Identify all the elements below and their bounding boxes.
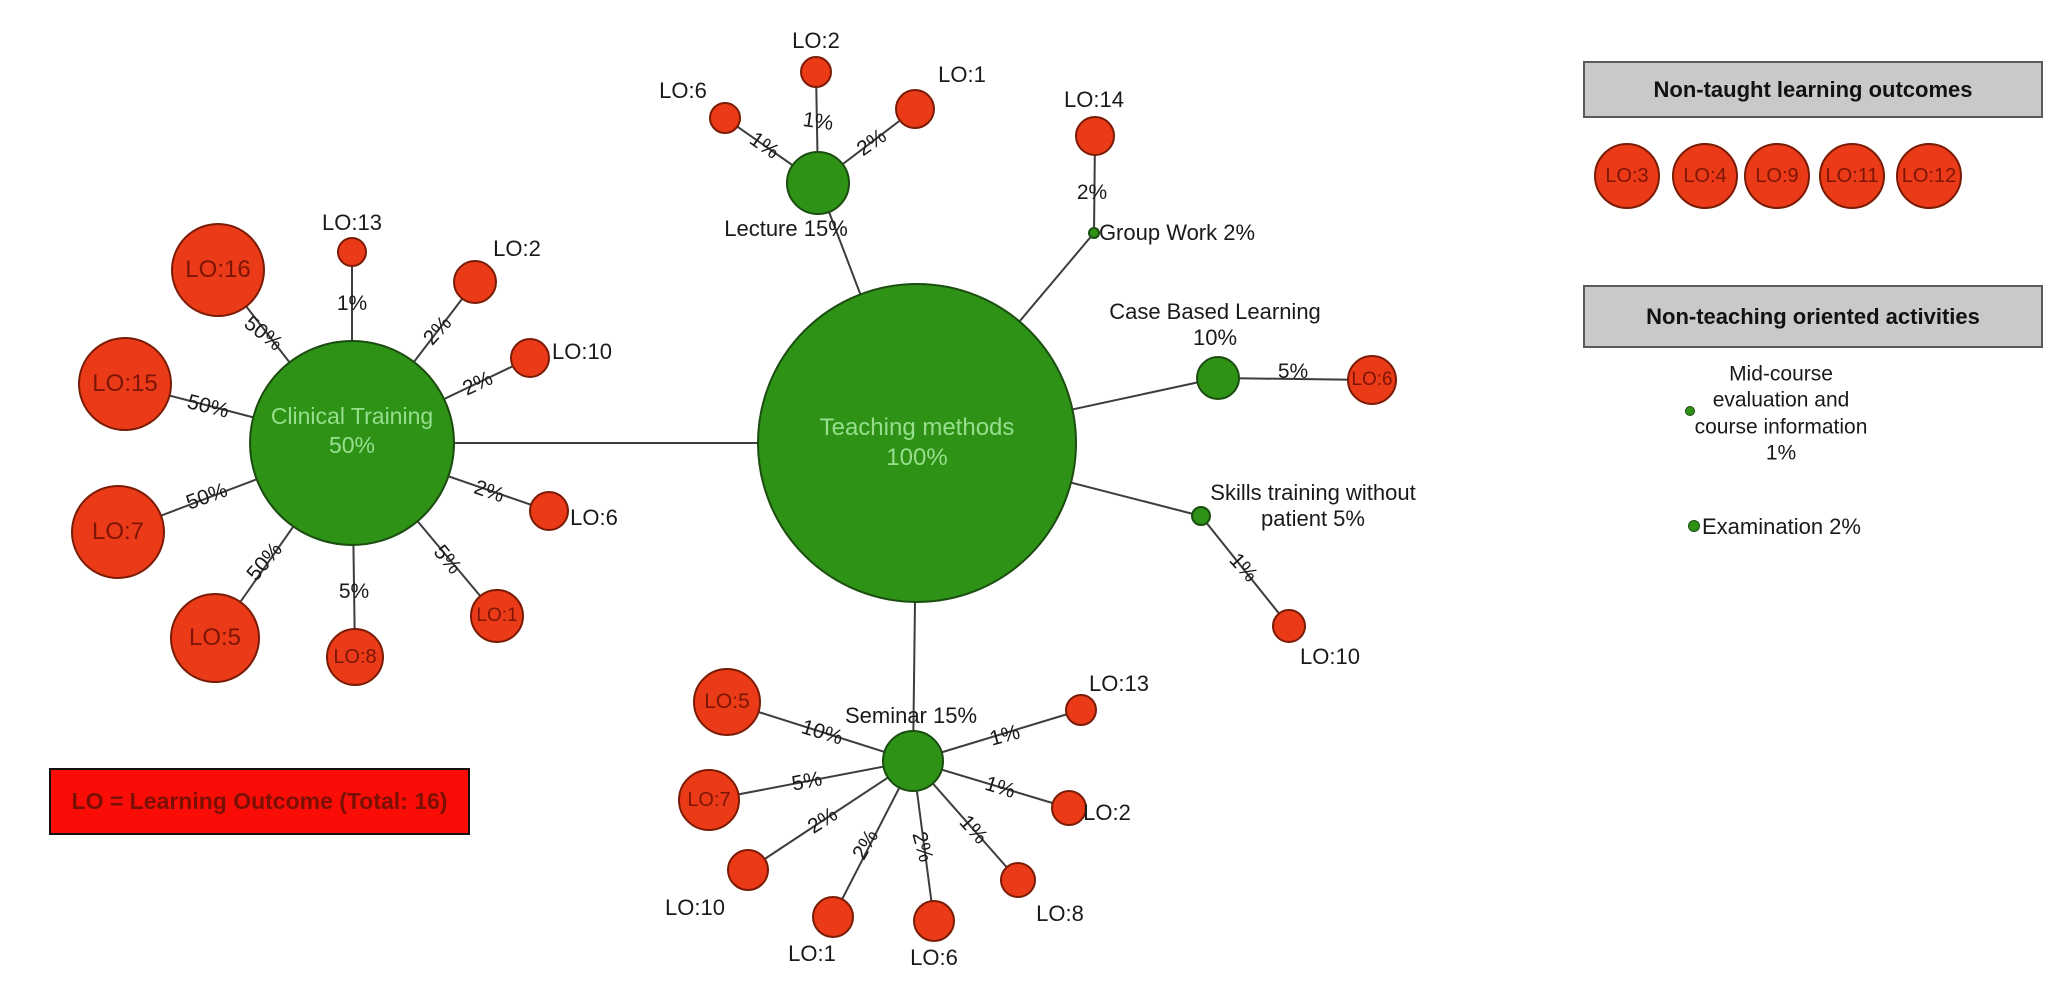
lo-10-clinical-label: LO:10 [552,339,612,365]
edge-clinical-lo15-label: 50% [184,390,232,423]
edge-clinical-lo16-label: 50% [239,311,287,356]
edge-skills-lo10-label: 1% [1224,548,1263,587]
edge-case-lo6-label: 5% [1277,360,1309,383]
hub-teaching-methods: Teaching methods 100% [757,283,1077,603]
hub-lecture [786,151,850,215]
lo-6-clinical [529,491,569,531]
hub-group-work-label: Group Work 2% [1098,220,1256,246]
edge-seminar-lo7-label: 5% [789,767,824,796]
edge-clinical-lo10-label: 2% [459,366,497,401]
edge-clinical-lo13-label: 1% [336,292,368,315]
lo-5-clinical: LO:5 [170,593,260,683]
lo-1-lecture [895,89,935,129]
lo-10-seminar [727,849,769,891]
legend-lo-12: LO:12 [1896,143,1962,209]
edge-seminar-lo7 [708,760,914,801]
hub-seminar [882,730,944,792]
edge-lecture-lo6-label: 1% [745,127,784,164]
hub-case-based-learning-label: Case Based Learning 10% [1109,299,1321,350]
hub-case-based-learning [1196,356,1240,400]
lo-7-clinical: LO:7 [71,485,165,579]
lo-16-clinical: LO:16 [171,223,265,317]
lo-14-group-work-label: LO:14 [1064,87,1124,113]
lo-6-clinical-label: LO:6 [570,505,618,531]
hub-clinical-training: Clinical Training 50% [249,340,455,546]
lo-6-seminar [913,900,955,942]
edge-seminar-lo10-label: 2% [803,802,842,839]
edge-skills-lo10 [1200,515,1290,627]
legend-title-non-teaching: Non-teaching oriented activities [1583,285,2043,348]
lo-8-clinical: LO:8 [326,628,384,686]
lo-10-skills-label: LO:10 [1300,644,1360,670]
edge-seminar-lo6-label: 2% [907,829,938,865]
lo-2-lecture [800,56,832,88]
lo-5-seminar: LO:5 [693,668,761,736]
lo-13-clinical [337,237,367,267]
lo-13-seminar [1065,694,1097,726]
edge-clinical-lo2-label: 2% [418,311,457,350]
examination-label: Examination 2% [1702,514,1861,539]
legend-lo-4: LO:4 [1672,143,1738,209]
lo-1-seminar-label: LO:1 [788,941,836,967]
hub-skills-training [1191,506,1211,526]
legend-lo-3: LO:3 [1594,143,1660,209]
lo-8-seminar [1000,862,1036,898]
hub-lecture-label: Lecture 15% [724,216,848,242]
lo-2-clinical-label: LO:2 [493,236,541,262]
lo-15-clinical: LO:15 [78,337,172,431]
edge-clinical-lo5-label: 50% [242,538,287,586]
lo-6-case-based: LO:6 [1347,355,1397,405]
edge-seminar-lo8-label: 1% [954,810,993,849]
dot-examination [1688,520,1700,532]
lo-13-clinical-label: LO:13 [322,210,382,236]
lo-6-lecture [709,102,741,134]
lo-6-seminar-label: LO:6 [910,945,958,971]
lo-14-group-work [1075,116,1115,156]
lo-1-lecture-label: LO:1 [938,62,986,88]
mid-course-label: Mid-course evaluation and course informa… [1694,362,1868,465]
edge-clinical-lo7-label: 50% [183,478,231,515]
lo-2-seminar [1051,790,1087,826]
edge-case-lo6 [1217,377,1373,381]
lo-2-seminar-label: LO:2 [1083,800,1131,826]
edge-seminar-lo10 [747,760,914,871]
hub-skills-training-label: Skills training without patient 5% [1210,480,1416,531]
lo-2-clinical [453,260,497,304]
edge-lecture-lo2-label: 1% [801,108,835,136]
lo-1-clinical: LO:1 [470,589,524,643]
legend-lo-11: LO:11 [1819,143,1885,209]
lo-1-seminar [812,896,854,938]
edge-lecture-lo1-label: 2% [852,124,891,161]
lo-10-clinical [510,338,550,378]
lo-7-seminar: LO:7 [678,769,740,831]
edge-clinical-lo6-label: 2% [471,475,508,508]
lo-10-skills [1272,609,1306,643]
lo-2-lecture-label: LO:2 [792,28,840,54]
lo-13-seminar-label: LO:13 [1089,671,1149,697]
edge-clinical-lo8-label: 5% [338,580,370,603]
edge-group-lo14-label: 2% [1076,181,1108,204]
lo-10-seminar-label: LO:10 [665,895,725,921]
lo-8-seminar-label: LO:8 [1036,901,1084,927]
lo-footnote-box: LO = Learning Outcome (Total: 16) [49,768,470,835]
edge-seminar-lo13-label: 1% [987,720,1023,751]
legend-lo-9: LO:9 [1744,143,1810,209]
edge-seminar-lo2-label: 1% [982,772,1019,803]
hub-seminar-label: Seminar 15% [844,703,978,729]
dot-mid-course [1685,406,1695,416]
legend-title-non-taught: Non-taught learning outcomes [1583,61,2043,118]
lo-6-lecture-label: LO:6 [659,78,707,104]
edge-clinical-lo1-label: 5% [428,540,466,579]
edge-seminar-lo5-label: 10% [798,715,846,750]
edge-seminar-lo1-label: 2% [848,825,884,864]
hub-group-work [1088,227,1100,239]
